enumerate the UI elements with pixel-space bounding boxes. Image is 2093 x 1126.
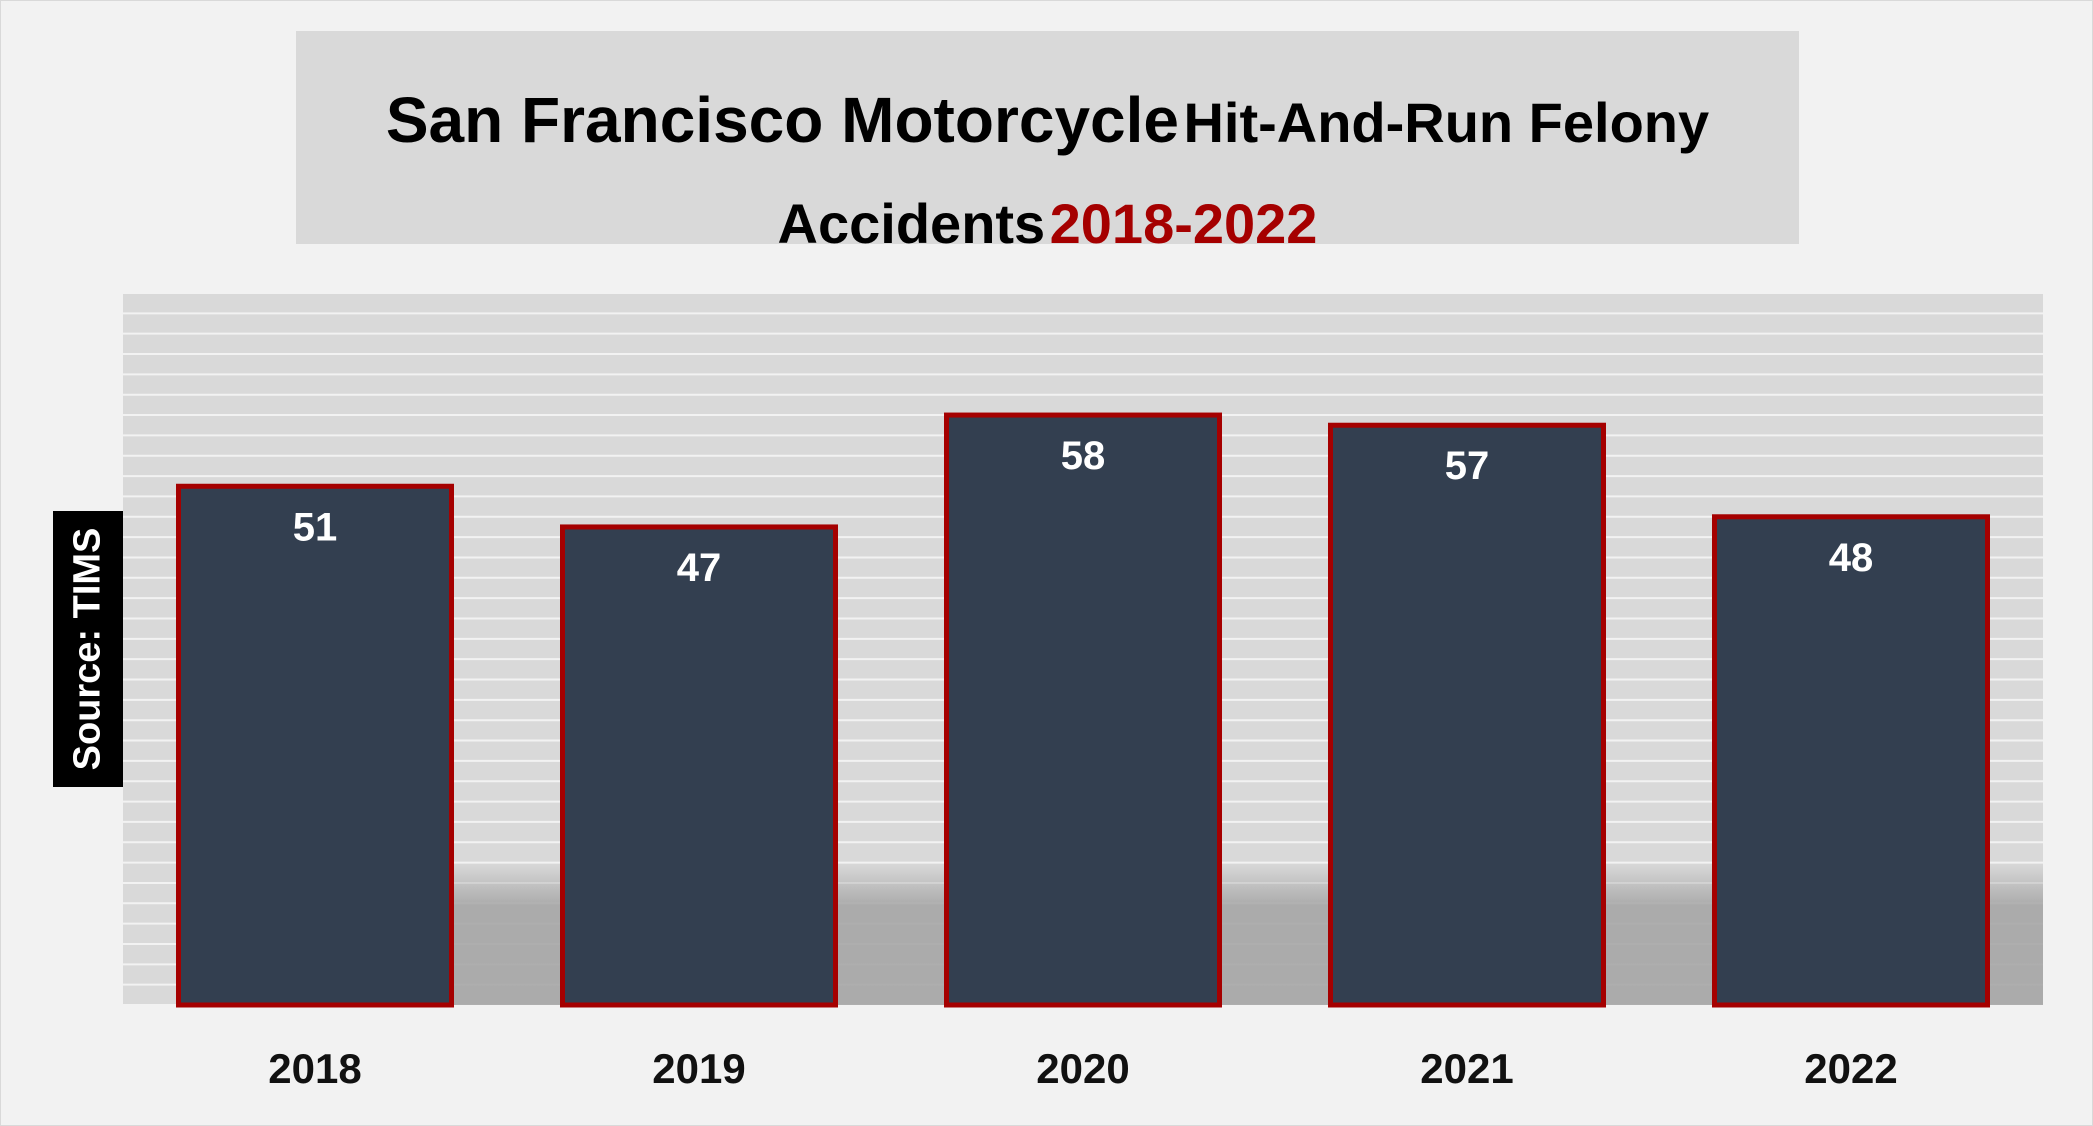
bar-value-label: 58 <box>1061 434 1106 478</box>
bar-value-label: 51 <box>293 505 338 549</box>
x-tick-label: 2020 <box>1036 1045 1129 1092</box>
x-tick-label: 2021 <box>1420 1045 1513 1092</box>
title-part-sub: Hit-And-Run Felony <box>1183 91 1710 154</box>
chart-title-line1: San Francisco Motorcycle Hit-And-Run Fel… <box>296 77 1799 181</box>
bar-2020 <box>944 412 1222 1008</box>
chart-title-line2: Accidents 2018-2022 <box>296 181 1799 282</box>
bars <box>176 412 1990 1008</box>
source-label: Source: TIMS <box>53 511 123 787</box>
bar-2022 <box>1712 514 1990 1008</box>
bar-value-label: 48 <box>1829 536 1874 580</box>
chart-title-box: San Francisco Motorcycle Hit-And-Run Fel… <box>296 31 1799 255</box>
x-tick-label: 2018 <box>268 1045 361 1092</box>
x-tick-label: 2019 <box>652 1045 745 1092</box>
bar-2019 <box>560 524 838 1008</box>
bar-value-label: 47 <box>677 546 722 590</box>
x-axis-tick-labels: 2018 2019 2020 2021 2022 <box>268 1045 1897 1092</box>
x-tick-label: 2022 <box>1804 1045 1897 1092</box>
source-text: Source: TIMS <box>66 527 109 771</box>
title-part-years: 2018-2022 <box>1049 192 1318 255</box>
bar-2018 <box>176 483 454 1008</box>
title-part-accidents: Accidents <box>777 192 1046 255</box>
bar-2021 <box>1328 422 1606 1008</box>
bar-value-label: 57 <box>1445 444 1490 488</box>
title-part-main: San Francisco Motorcycle <box>385 84 1179 156</box>
bar-value-labels: 51 47 58 57 48 <box>293 434 1874 590</box>
